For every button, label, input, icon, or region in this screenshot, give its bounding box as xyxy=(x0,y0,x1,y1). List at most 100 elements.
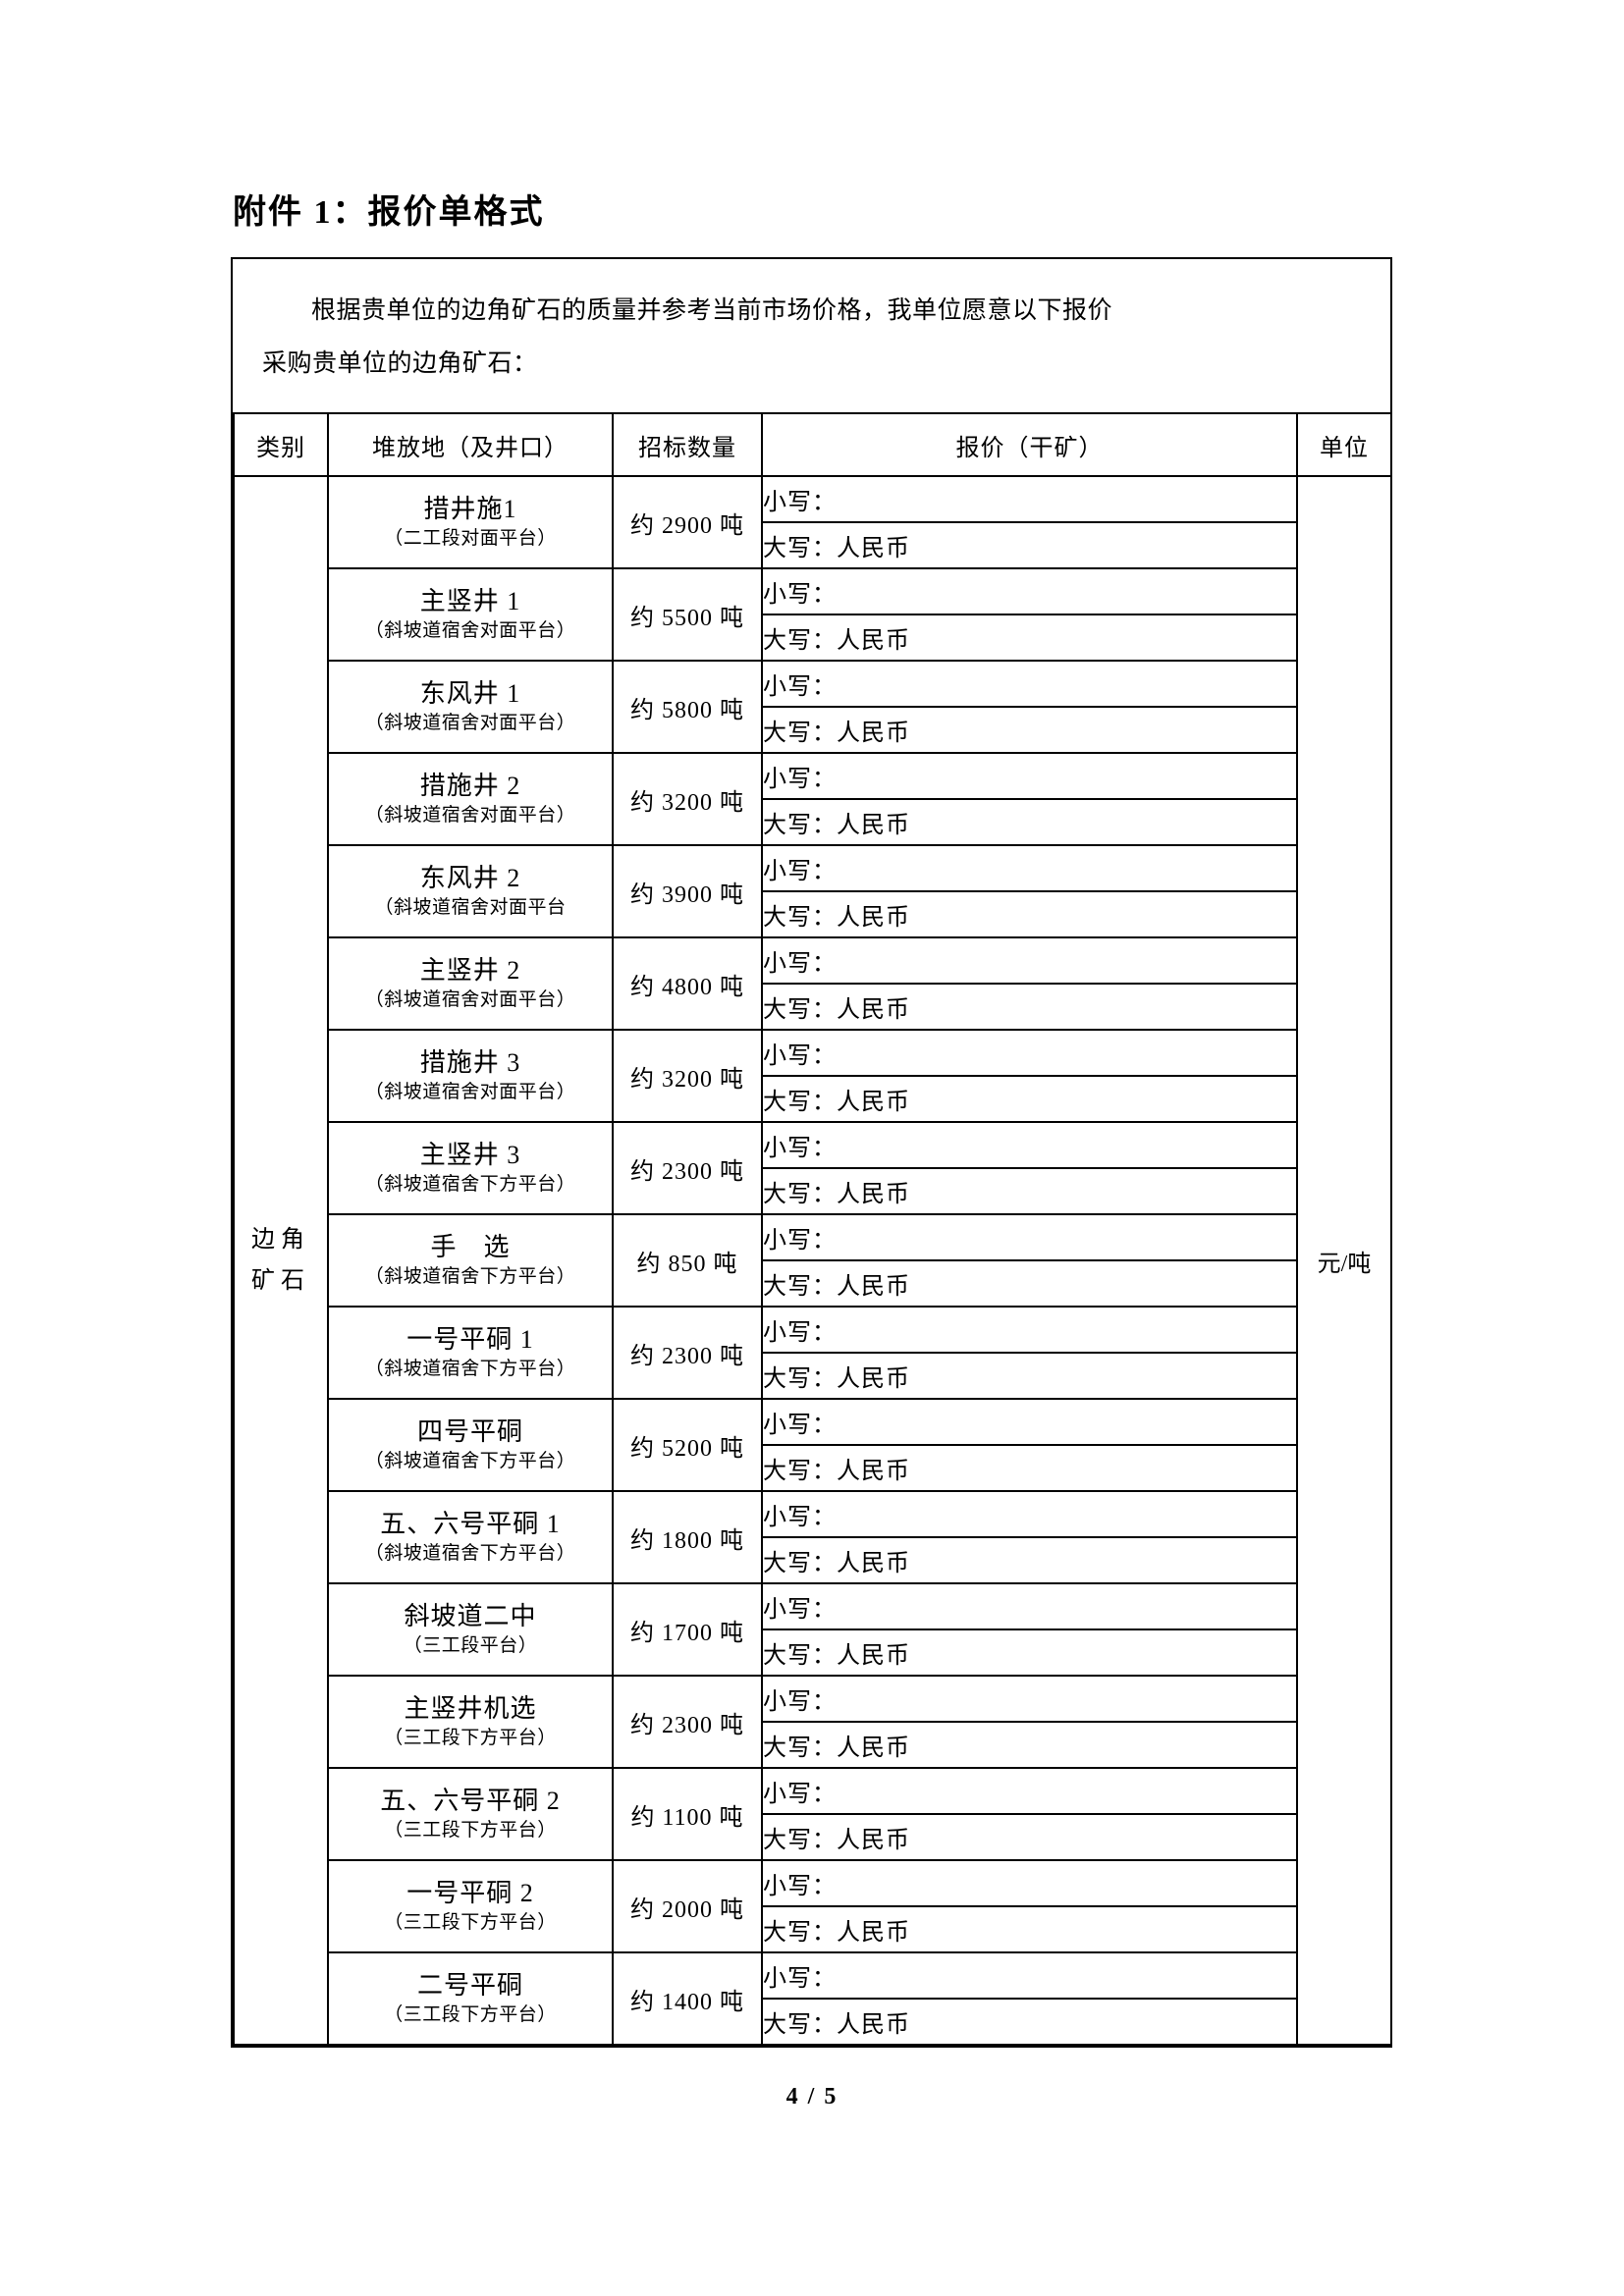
table-row: 措施井 3 （斜坡道宿舍对面平台） 约 3200 吨小写： xyxy=(234,1029,1391,1123)
price-lowercase-field[interactable]: 小写： xyxy=(761,752,1298,800)
header-category: 类别 xyxy=(233,412,329,477)
price-lowercase-field[interactable]: 小写： xyxy=(761,1675,1298,1723)
price-lowercase-field[interactable]: 小写： xyxy=(761,1951,1298,2000)
site-cell: 四号平硐 （斜坡道宿舍下方平台） xyxy=(327,1398,614,1492)
page-number-footer: 4 / 5 xyxy=(785,2084,839,2109)
quantity-cell: 约 850 吨 xyxy=(612,1213,763,1308)
quantity-cell: 约 3900 吨 xyxy=(612,844,763,938)
price-uppercase-field[interactable]: 大写：人民币 xyxy=(761,1721,1298,1769)
header-site: 堆放地（及井口） xyxy=(327,412,614,477)
site-cell: 主竖井 3 （斜坡道宿舍下方平台） xyxy=(327,1121,614,1215)
price-lowercase-field[interactable]: 小写： xyxy=(761,475,1298,523)
site-cell: 一号平硐 1 （斜坡道宿舍下方平台） xyxy=(327,1306,614,1400)
quantity-cell: 约 3200 吨 xyxy=(612,1029,763,1123)
quantity-cell: 约 1400 吨 xyxy=(612,1951,763,2046)
price-uppercase-field[interactable]: 大写：人民币 xyxy=(761,1352,1298,1400)
quantity-cell: 约 4800 吨 xyxy=(612,936,763,1031)
price-uppercase-field[interactable]: 大写：人民币 xyxy=(761,1444,1298,1492)
quantity-cell: 约 2300 吨 xyxy=(612,1121,763,1215)
site-name: 二号平硐 xyxy=(416,1971,523,2001)
price-uppercase-field[interactable]: 大写：人民币 xyxy=(761,1998,1298,2046)
intro-line-2: 采购贵单位的边角矿石： xyxy=(262,350,538,377)
price-lowercase-field[interactable]: 小写： xyxy=(761,1582,1298,1630)
table-row: 大写：人民币 xyxy=(234,1444,1391,1492)
site-cell: 东风井 2 （斜坡道宿舍对面平台 xyxy=(327,844,614,938)
price-uppercase-field[interactable]: 大写：人民币 xyxy=(761,983,1298,1031)
table-row: 大写：人民币 xyxy=(234,1167,1391,1215)
price-lowercase-field[interactable]: 小写： xyxy=(761,1490,1298,1538)
site-location: （斜坡道宿舍对面平台） xyxy=(364,713,576,734)
quantity-cell: 约 1700 吨 xyxy=(612,1582,763,1677)
site-location: （斜坡道宿舍对面平台） xyxy=(364,805,576,827)
site-cell: 措施井 3 （斜坡道宿舍对面平台） xyxy=(327,1029,614,1123)
table-row: 边角 矿石 措井施1 （二工段对面平台） 约 2900 吨小写： 元/吨 xyxy=(233,475,1392,2046)
price-uppercase-field[interactable]: 大写：人民币 xyxy=(761,521,1298,569)
table-row: 大写：人民币 xyxy=(234,1905,1391,1953)
table-row: 大写：人民币 xyxy=(234,614,1391,662)
price-uppercase-field[interactable]: 大写：人民币 xyxy=(761,1905,1298,1953)
quantity-cell: 约 5200 吨 xyxy=(612,1398,763,1492)
site-name: 措施井 3 xyxy=(419,1048,521,1078)
site-name: 措井施1 xyxy=(423,495,517,524)
price-uppercase-field[interactable]: 大写：人民币 xyxy=(761,798,1298,846)
table-row: 大写：人民币 xyxy=(234,1259,1391,1308)
quantity-cell: 约 2300 吨 xyxy=(612,1675,763,1769)
site-location: （三工段下方平台） xyxy=(384,2004,557,2026)
site-location: （三工段下方平台） xyxy=(384,1728,557,1749)
site-cell: 二号平硐 （三工段下方平台） xyxy=(327,1951,614,2046)
table-header-row: 类别 堆放地（及井口） 招标数量 报价（干矿） 单位 xyxy=(233,412,1392,477)
quantity-cell: 约 1800 吨 xyxy=(612,1490,763,1584)
table-row: 大写：人民币 xyxy=(234,706,1391,754)
price-lowercase-field[interactable]: 小写： xyxy=(761,844,1298,892)
site-name: 手 选 xyxy=(430,1233,511,1262)
price-lowercase-field[interactable]: 小写： xyxy=(761,1121,1298,1169)
site-location: （斜坡道宿舍下方平台） xyxy=(364,1543,576,1565)
page-title: 附件 1：报价单格式 xyxy=(233,194,545,231)
site-cell: 东风井 1 （斜坡道宿舍对面平台） xyxy=(327,660,614,754)
price-lowercase-field[interactable]: 小写： xyxy=(761,1306,1298,1354)
table-row: 大写：人民币 xyxy=(234,1536,1391,1584)
price-lowercase-field[interactable]: 小写： xyxy=(761,1767,1298,1815)
price-uppercase-field[interactable]: 大写：人民币 xyxy=(761,614,1298,662)
quantity-cell: 约 5500 吨 xyxy=(612,567,763,662)
price-lowercase-field[interactable]: 小写： xyxy=(761,567,1298,615)
price-uppercase-field[interactable]: 大写：人民币 xyxy=(761,890,1298,938)
table-body: 边角 矿石 措井施1 （二工段对面平台）约 2900 吨小写： 元/吨 大写：人民币 主竖… xyxy=(233,475,1392,2046)
price-lowercase-field[interactable]: 小写： xyxy=(761,1859,1298,1907)
site-cell: 主竖井机选 （三工段下方平台） xyxy=(327,1675,614,1769)
site-cell: 措施井 2 （斜坡道宿舍对面平台） xyxy=(327,752,614,846)
site-location: （二工段对面平台） xyxy=(384,528,557,550)
header-price: 报价（干矿） xyxy=(761,412,1298,477)
table-row: 大写：人民币 xyxy=(234,521,1391,569)
site-name: 东风井 1 xyxy=(419,679,521,709)
price-uppercase-field[interactable]: 大写：人民币 xyxy=(761,706,1298,754)
site-cell: 斜坡道二中 （三工段平台） xyxy=(327,1582,614,1677)
price-lowercase-field[interactable]: 小写： xyxy=(761,1029,1298,1077)
price-uppercase-field[interactable]: 大写：人民币 xyxy=(761,1167,1298,1215)
site-name: 一号平硐 1 xyxy=(406,1325,534,1355)
table-row: 大写：人民币 xyxy=(234,1629,1391,1677)
price-lowercase-field[interactable]: 小写： xyxy=(761,936,1298,985)
price-uppercase-field[interactable]: 大写：人民币 xyxy=(761,1259,1298,1308)
site-name: 主竖井机选 xyxy=(404,1694,537,1724)
price-uppercase-field[interactable]: 大写：人民币 xyxy=(761,1813,1298,1861)
quantity-cell: 约 3200 吨 xyxy=(612,752,763,846)
table-row: 主竖井 3 （斜坡道宿舍下方平台） 约 2300 吨小写： xyxy=(234,1121,1391,1215)
site-name: 主竖井 1 xyxy=(419,587,521,616)
quantity-cell: 约 2300 吨 xyxy=(612,1306,763,1400)
price-uppercase-field[interactable]: 大写：人民币 xyxy=(761,1629,1298,1677)
table-row: 大写：人民币 xyxy=(234,1721,1391,1769)
price-uppercase-field[interactable]: 大写：人民币 xyxy=(761,1536,1298,1584)
site-location: （斜坡道宿舍下方平台） xyxy=(364,1451,576,1472)
site-name: 四号平硐 xyxy=(416,1417,523,1447)
table-row: 主竖井机选 （三工段下方平台） 约 2300 吨小写： xyxy=(234,1675,1391,1769)
price-lowercase-field[interactable]: 小写： xyxy=(761,1398,1298,1446)
quantity-cell: 约 5800 吨 xyxy=(612,660,763,754)
category-cell: 边角 矿石 xyxy=(233,475,329,2046)
price-uppercase-field[interactable]: 大写：人民币 xyxy=(761,1075,1298,1123)
price-lowercase-field[interactable]: 小写： xyxy=(761,1213,1298,1261)
table-row: 主竖井 2 （斜坡道宿舍对面平台） 约 4800 吨小写： xyxy=(234,936,1391,1031)
quotation-table: 类别 堆放地（及井口） 招标数量 报价（干矿） 单位 边角 矿石 措井施1 （二工段… xyxy=(233,412,1392,2046)
price-lowercase-field[interactable]: 小写： xyxy=(761,660,1298,708)
